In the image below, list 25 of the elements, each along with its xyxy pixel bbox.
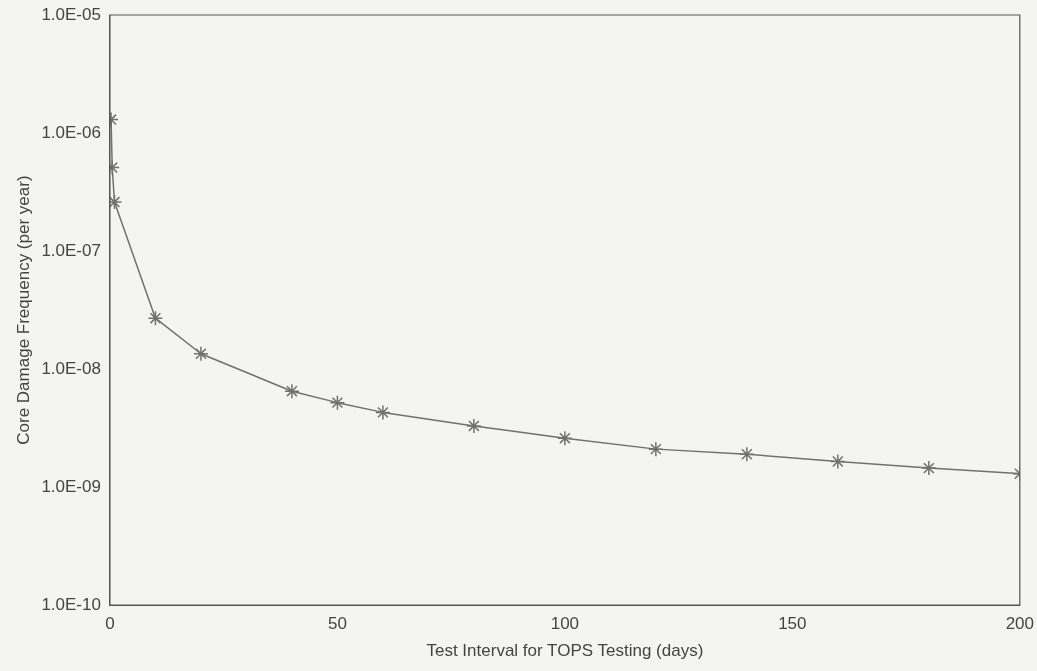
x-tick-label: 200 (1005, 614, 1035, 634)
point (466, 418, 482, 434)
y-tick-label: 1.0E-07 (41, 240, 101, 260)
y-tick-label: 1.0E-10 (41, 594, 101, 614)
point (830, 453, 846, 470)
x-axis-title: Test Interval for TOPS Testing (days) (426, 641, 704, 661)
y-axis-title: Core Damage Frequency (per year) (13, 175, 33, 445)
y-tick-label: 1.0E-05 (41, 4, 101, 24)
x-tick-label: 150 (778, 614, 807, 634)
x-tick-label: 0 (105, 614, 115, 634)
point (329, 394, 346, 411)
x-tick-label: 50 (327, 614, 347, 634)
point (109, 194, 123, 210)
point (921, 460, 937, 476)
point (739, 446, 755, 463)
y-tick-label: 1.0E-09 (41, 476, 101, 496)
point (147, 310, 164, 326)
point (284, 383, 300, 399)
point (648, 441, 664, 457)
point (375, 404, 391, 421)
x-tick-label: 100 (550, 614, 580, 634)
y-tick-label: 1.0E-06 (41, 122, 101, 142)
point (557, 430, 573, 446)
point (193, 345, 209, 362)
y-tick-label: 1.0E-08 (41, 358, 101, 378)
